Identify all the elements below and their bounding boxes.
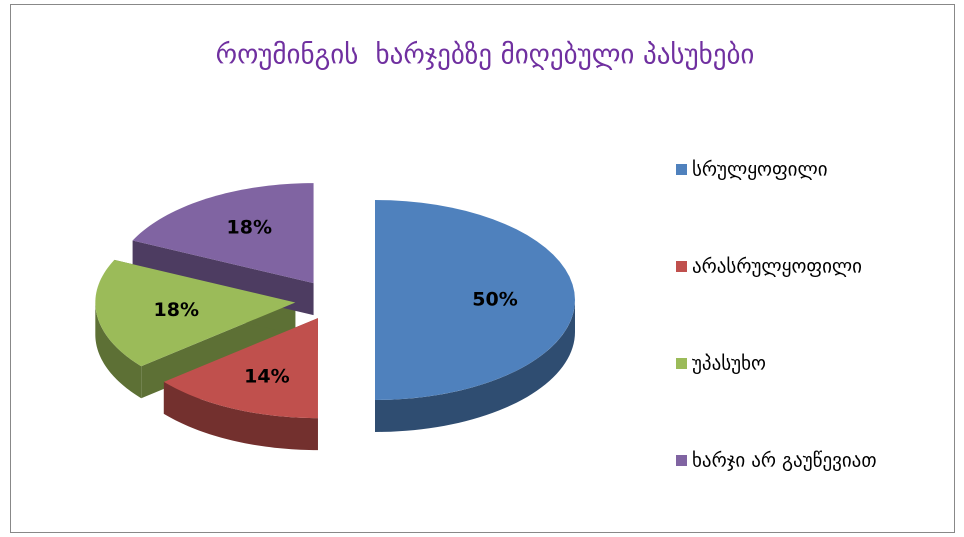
slice-side [375, 300, 575, 432]
slice [95, 259, 296, 367]
legend-swatch [676, 164, 687, 175]
legend-label: ხარჯი არ გაუწევიათ [692, 450, 877, 472]
slice [132, 183, 314, 284]
chart-title: როუმინგის ხარჯებზე მიღებული პასუხები [216, 40, 755, 71]
legend-swatch [676, 455, 687, 466]
slice-side [95, 302, 142, 399]
data-label: 18% [227, 217, 272, 239]
legend-label: არასრულყოფილი [692, 256, 862, 278]
legend-swatch [676, 261, 687, 272]
legend-label: უპასუხო [692, 353, 766, 375]
legend-swatch [676, 358, 687, 369]
data-label: 14% [244, 365, 289, 387]
data-label: 50% [472, 289, 517, 311]
legend-label: სრულყოფილი [692, 159, 828, 181]
slice-side [163, 381, 318, 451]
slice-wall [141, 302, 296, 399]
data-label: 18% [154, 299, 199, 321]
slice [163, 318, 318, 419]
slice [375, 200, 575, 400]
